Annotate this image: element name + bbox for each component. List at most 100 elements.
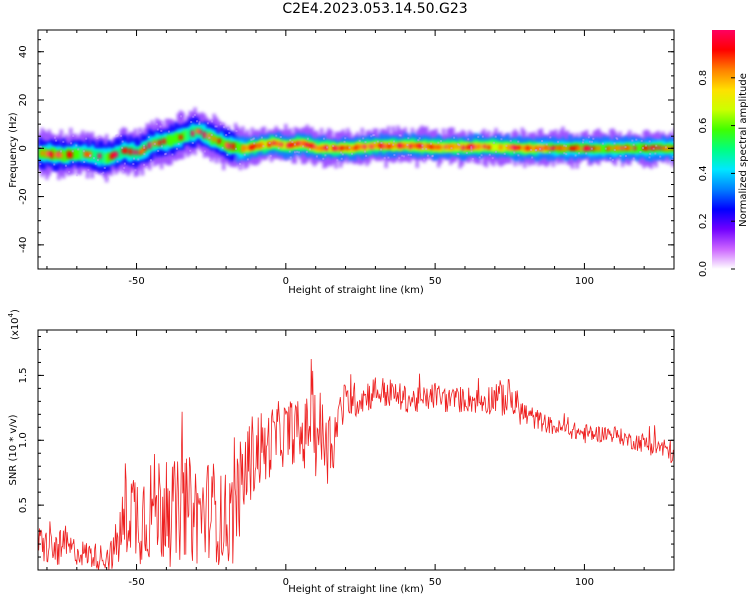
spectrogram-speckle bbox=[563, 152, 566, 155]
spectrogram-cell bbox=[346, 146, 350, 151]
spectrogram-speckle bbox=[60, 150, 63, 153]
spectrogram-speckle bbox=[246, 158, 249, 161]
spectrogram-speckle bbox=[92, 157, 95, 160]
spectrogram-cell bbox=[389, 143, 393, 149]
spectrogram-speckle bbox=[253, 137, 256, 140]
spectrogram-cell bbox=[472, 144, 477, 150]
spectrogram-speckle bbox=[505, 144, 508, 147]
spectrogram-cell bbox=[350, 146, 355, 151]
spectrogram-cell bbox=[596, 145, 601, 152]
spectrogram-speckle bbox=[655, 144, 658, 147]
spectrogram-cell bbox=[54, 152, 59, 158]
spectrogram-speckle bbox=[116, 134, 119, 137]
spectrogram-speckle bbox=[198, 123, 201, 126]
spectrogram-cell bbox=[214, 136, 219, 145]
spectrogram-cell bbox=[341, 146, 345, 150]
spectrogram-speckle bbox=[121, 140, 124, 143]
spectrogram-cell bbox=[367, 144, 372, 149]
spectrogram-cell bbox=[166, 134, 171, 146]
spectrogram-cell bbox=[291, 142, 295, 147]
spectrogram-speckle bbox=[648, 156, 651, 159]
spectrogram-cell bbox=[482, 144, 486, 149]
spectrogram-speckle bbox=[214, 125, 217, 128]
spectrogram-cell bbox=[279, 142, 283, 147]
spectrogram-speckle bbox=[322, 137, 325, 140]
spectrogram-cell bbox=[104, 153, 109, 164]
spectrogram-cell bbox=[582, 146, 587, 152]
colorbar-tick-label: 0.0 bbox=[698, 261, 709, 277]
spectrogram-cell bbox=[625, 145, 630, 151]
spectrogram-cell bbox=[384, 144, 388, 149]
spectrogram-cell bbox=[446, 144, 451, 149]
spectrogram-speckle bbox=[177, 142, 180, 145]
spectrogram-speckle bbox=[340, 157, 343, 160]
colorbar-tick-label: 0.4 bbox=[698, 165, 709, 181]
spectrogram-speckle bbox=[289, 139, 292, 142]
spectrogram-cell bbox=[205, 130, 209, 141]
spectrogram-speckle bbox=[609, 157, 612, 160]
spectrogram-speckle bbox=[98, 135, 101, 138]
spectrogram-cell bbox=[195, 128, 200, 134]
spectrogram-speckle bbox=[322, 157, 325, 160]
spectrogram-cell bbox=[88, 151, 92, 158]
spectrogram-cell bbox=[594, 144, 599, 153]
spectrogram-cell bbox=[360, 144, 365, 149]
spectrogram-speckle bbox=[465, 151, 468, 154]
spectrogram-speckle bbox=[147, 136, 150, 139]
spectrogram-cell bbox=[506, 145, 510, 150]
spectrogram-speckle bbox=[470, 146, 473, 149]
spectrogram-speckle bbox=[239, 166, 242, 169]
spectrogram-cell bbox=[551, 146, 556, 151]
spectrogram-cell bbox=[100, 151, 104, 164]
spectrogram-speckle bbox=[103, 166, 106, 169]
spectrogram-speckle bbox=[155, 123, 158, 126]
spectrogram-cell bbox=[434, 145, 439, 150]
spectrogram-cell bbox=[176, 133, 181, 142]
spectrogram-cell bbox=[467, 144, 472, 150]
spectrogram-speckle bbox=[227, 128, 230, 131]
spectrogram-cell bbox=[393, 142, 398, 150]
spectrogram-cell bbox=[508, 145, 513, 151]
spectrogram-cell bbox=[398, 143, 403, 149]
spectrogram-speckle bbox=[175, 147, 178, 150]
spectrogram-cell bbox=[522, 145, 527, 151]
spectrogram-speckle bbox=[393, 153, 396, 156]
spectrogram-cell bbox=[286, 143, 291, 148]
spectrogram-x-tick-label: 100 bbox=[575, 276, 594, 287]
spectrogram-speckle bbox=[302, 145, 305, 148]
spectrogram-speckle bbox=[235, 147, 238, 150]
spectrogram-cell bbox=[152, 140, 157, 146]
spectrogram-speckle bbox=[72, 161, 75, 164]
spectrogram-speckle bbox=[453, 136, 456, 139]
spectrogram-speckle bbox=[279, 136, 282, 139]
spectrogram-cell bbox=[644, 145, 649, 151]
spectrogram-cell bbox=[563, 146, 568, 151]
spectrogram-speckle bbox=[145, 166, 148, 169]
spectrogram-speckle bbox=[221, 122, 224, 125]
spectrogram-speckle bbox=[611, 158, 614, 161]
figure-title: C2E4.2023.053.14.50.G23 bbox=[282, 1, 468, 17]
spectrogram-cell bbox=[212, 136, 216, 142]
spectrogram-cell bbox=[133, 149, 138, 155]
spectrogram-speckle bbox=[406, 143, 409, 146]
spectrogram-cell bbox=[489, 142, 494, 151]
spectrogram-cell bbox=[159, 135, 164, 147]
spectrogram-speckle bbox=[268, 142, 271, 145]
spectrogram-y-tick-label: -20 bbox=[18, 188, 29, 204]
spectrogram-cell bbox=[69, 151, 73, 159]
spectrogram-cell bbox=[501, 144, 506, 153]
spectrogram-cell bbox=[580, 143, 584, 153]
spectrogram-speckle bbox=[421, 147, 424, 150]
spectrogram-speckle bbox=[122, 170, 125, 173]
spectrogram-cell bbox=[496, 143, 501, 152]
spectrogram-cell bbox=[456, 144, 460, 149]
spectrogram-speckle bbox=[530, 148, 533, 151]
spectrogram-cell bbox=[295, 141, 300, 147]
spectrogram-cell bbox=[221, 139, 226, 149]
spectrogram-cell bbox=[186, 129, 190, 142]
spectrogram-heatmap bbox=[38, 107, 674, 183]
spectrogram-cell bbox=[248, 145, 252, 150]
spectrogram-speckle bbox=[640, 139, 643, 142]
colorbar-ticks: 0.0 0.2 0.4 0.6 0.8 bbox=[698, 70, 735, 277]
spectrogram-speckle bbox=[585, 152, 588, 155]
